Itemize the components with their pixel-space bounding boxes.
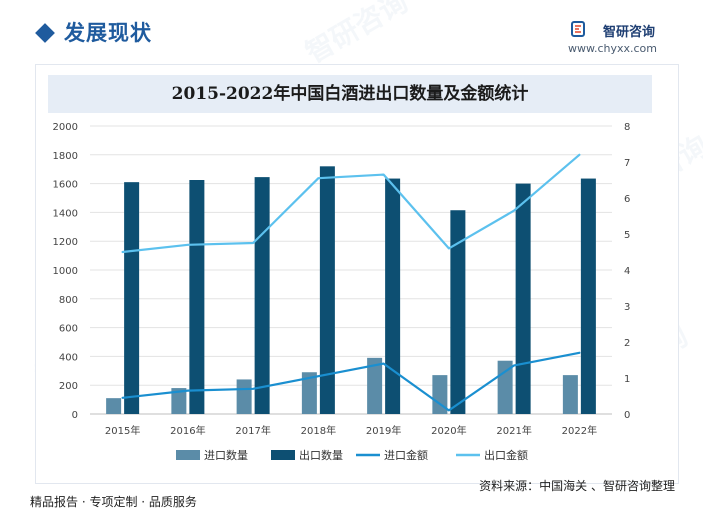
- left-axis-tick-label: 1600: [53, 180, 78, 191]
- left-axis-tick-label: 2000: [53, 122, 78, 133]
- import-quantity-bar: [432, 375, 448, 414]
- brand-name: 智研咨询: [602, 25, 655, 40]
- right-axis-ticks: 0 1 2 3 4 5 6 7 8: [624, 122, 630, 421]
- right-axis-tick-label: 7: [624, 158, 630, 169]
- chart-lines: [121, 153, 581, 412]
- legend-export-quantity-label: 出口数量: [299, 448, 343, 462]
- import-amount-line: [121, 351, 581, 412]
- chart-title: 2015-2022年中国白酒进出口数量及金额统计: [171, 84, 529, 104]
- import-quantity-bar: [562, 375, 578, 414]
- x-axis-ticks: 2015年 2016年 2017年 2018年 2019年 2020年 2021年 2022年: [105, 424, 597, 437]
- right-axis-tick-label: 5: [624, 230, 630, 241]
- export-amount-line: [121, 153, 581, 254]
- export-quantity-bar: [515, 183, 531, 414]
- left-axis-tick-label: 400: [59, 352, 78, 363]
- x-axis-tick-label: 2020年: [431, 424, 466, 437]
- x-axis-tick-label: 2019年: [366, 424, 401, 437]
- import-quantity-bar: [171, 388, 187, 414]
- legend-export-amount-label: 出口金额: [484, 448, 528, 462]
- section-title: 发展现状: [64, 21, 152, 45]
- left-axis-tick-label: 200: [59, 381, 78, 392]
- export-quantity-bar: [385, 178, 401, 414]
- export-quantity-bar: [450, 210, 466, 414]
- left-axis-tick-label: 1000: [53, 266, 78, 277]
- export-quantity-bar: [319, 166, 335, 414]
- right-axis-tick-label: 8: [624, 122, 630, 133]
- data-source: 资料来源：中国海关 、智研咨询整理: [479, 479, 675, 493]
- export-quantity-bar: [254, 177, 270, 414]
- legend-import-amount-label: 进口金额: [384, 448, 428, 462]
- left-axis-tick-label: 1400: [53, 208, 78, 219]
- page-header: 发展现状 智研咨询 www.chyxx.com: [0, 0, 703, 70]
- chart-legend: 进口数量 出口数量 进口金额 出口金额: [176, 448, 528, 462]
- right-axis-tick-label: 4: [624, 266, 630, 277]
- left-axis-tick-label: 0: [72, 410, 78, 421]
- x-axis-tick-label: 2021年: [496, 424, 531, 437]
- x-axis-tick-label: 2016年: [170, 424, 205, 437]
- left-axis-tick-label: 600: [59, 324, 78, 335]
- right-axis-tick-label: 0: [624, 410, 630, 421]
- left-axis-tick-label: 800: [59, 295, 78, 306]
- export-quantity-bar: [124, 182, 140, 414]
- brand-url: www.chyxx.com: [567, 42, 657, 55]
- footer-slogan: 精品报告 · 专项定制 · 品质服务: [30, 495, 197, 509]
- x-axis-tick-label: 2022年: [562, 424, 597, 437]
- import-quantity-bar: [301, 372, 317, 414]
- export-quantity-bar: [189, 180, 205, 414]
- right-axis-tick-label: 6: [624, 194, 630, 205]
- left-axis-tick-label: 1200: [53, 237, 78, 248]
- export-quantity-bar: [580, 178, 596, 414]
- legend-export-quantity-swatch: [271, 450, 295, 460]
- legend-import-quantity-swatch: [176, 450, 200, 460]
- chart-title-band: [48, 75, 652, 113]
- legend-import-quantity-label: 进口数量: [204, 449, 248, 462]
- import-quantity-bar: [106, 398, 122, 414]
- import-quantity-bar: [236, 379, 252, 414]
- brand-logo-icon: [571, 21, 585, 37]
- left-axis-tick-label: 1800: [53, 151, 78, 162]
- right-axis-tick-label: 1: [624, 374, 630, 385]
- left-axis-ticks: 0 200 400 600 800 1000 1200 1400 1600 1800 2000: [53, 122, 78, 421]
- x-axis-tick-label: 2015年: [105, 424, 140, 437]
- right-axis-tick-label: 3: [624, 302, 630, 313]
- x-axis-tick-label: 2018年: [301, 424, 336, 437]
- import-quantity-bar: [367, 357, 383, 414]
- right-axis-tick-label: 2: [624, 338, 630, 349]
- x-axis-tick-label: 2017年: [235, 424, 270, 437]
